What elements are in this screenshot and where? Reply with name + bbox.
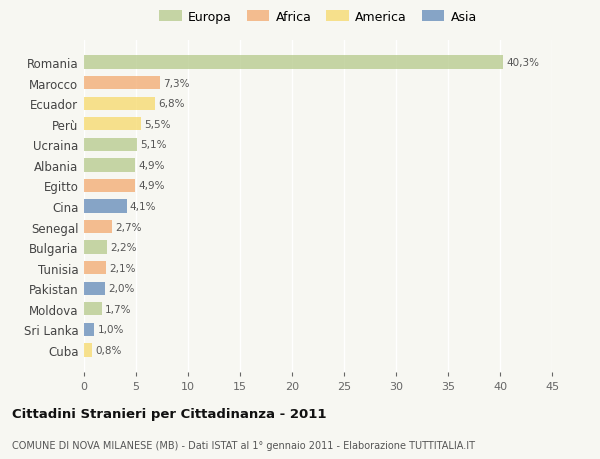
Text: 1,7%: 1,7%: [105, 304, 131, 314]
Bar: [84, 138, 137, 151]
Text: 2,7%: 2,7%: [115, 222, 142, 232]
Bar: [84, 56, 503, 70]
Text: 4,9%: 4,9%: [138, 161, 164, 171]
Bar: [84, 343, 92, 357]
Bar: [84, 282, 105, 295]
Text: 5,5%: 5,5%: [145, 119, 171, 129]
Bar: [84, 77, 160, 90]
Bar: [84, 97, 155, 111]
Text: 0,8%: 0,8%: [95, 345, 122, 355]
Text: 2,2%: 2,2%: [110, 242, 137, 252]
Bar: [84, 200, 127, 213]
Bar: [84, 241, 107, 254]
Bar: [84, 302, 101, 316]
Legend: Europa, Africa, America, Asia: Europa, Africa, America, Asia: [154, 6, 482, 28]
Text: COMUNE DI NOVA MILANESE (MB) - Dati ISTAT al 1° gennaio 2011 - Elaborazione TUTT: COMUNE DI NOVA MILANESE (MB) - Dati ISTA…: [12, 440, 475, 450]
Text: 40,3%: 40,3%: [506, 58, 539, 68]
Bar: [84, 220, 112, 234]
Bar: [84, 323, 94, 336]
Text: Cittadini Stranieri per Cittadinanza - 2011: Cittadini Stranieri per Cittadinanza - 2…: [12, 407, 326, 420]
Text: 1,0%: 1,0%: [98, 325, 124, 335]
Text: 4,9%: 4,9%: [138, 181, 164, 191]
Bar: [84, 159, 135, 172]
Text: 6,8%: 6,8%: [158, 99, 184, 109]
Text: 2,1%: 2,1%: [109, 263, 136, 273]
Text: 2,0%: 2,0%: [108, 284, 134, 294]
Text: 4,1%: 4,1%: [130, 202, 156, 212]
Text: 5,1%: 5,1%: [140, 140, 167, 150]
Bar: [84, 262, 106, 275]
Bar: [84, 118, 141, 131]
Bar: [84, 179, 135, 193]
Text: 7,3%: 7,3%: [163, 78, 190, 89]
